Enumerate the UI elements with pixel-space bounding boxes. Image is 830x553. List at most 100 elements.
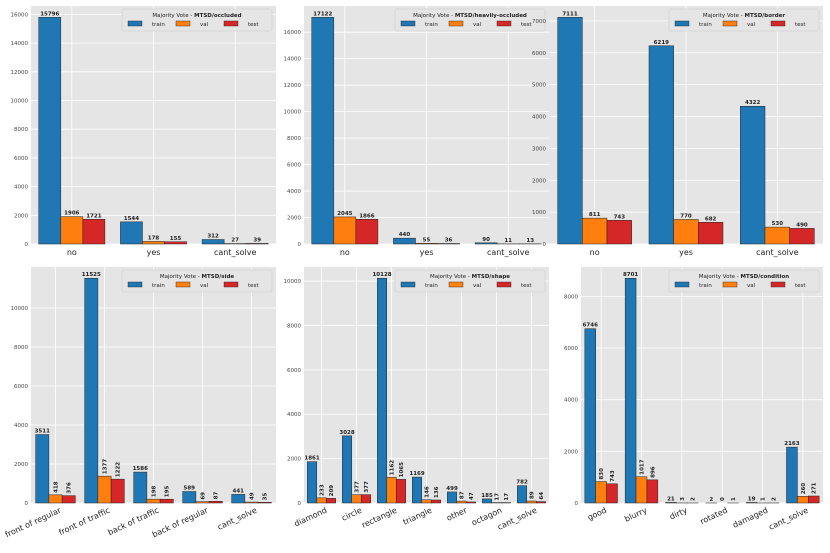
y-tick-label: 0 [25, 242, 29, 248]
bar-test [789, 228, 815, 245]
value-label: 195 [165, 486, 171, 498]
legend-label-train: train [699, 283, 712, 289]
bar-test [82, 219, 106, 245]
value-label: 178 [148, 235, 160, 241]
legend-label-train: train [152, 22, 165, 28]
bar-val [351, 494, 362, 504]
bar-val [333, 216, 357, 245]
legend-label-train: train [699, 22, 712, 28]
bar-test [395, 479, 406, 504]
value-label: 1 [761, 497, 767, 501]
legend: Majority Vote - MTSD/condition train val te… [668, 269, 820, 293]
y-tick-label: 10000 [11, 99, 29, 105]
chart-panel-1: 0 2000 4000 6000 8000 10000 12000 14000 16000 157… [11, 6, 276, 257]
legend-label-train: train [152, 283, 165, 289]
y-tick-label: 0 [298, 242, 302, 248]
legend-title-prefix: Majority Vote - [160, 274, 202, 280]
value-label: 155 [170, 236, 182, 242]
legend: Majority Vote - MTSD/heavily-occluded tra… [394, 8, 546, 32]
value-label: 2 [691, 497, 697, 501]
x-tick-label: diamond [293, 506, 329, 529]
y-tick-label: 8000 [564, 294, 578, 300]
value-label: 90 [482, 237, 490, 243]
value-label: 7111 [562, 11, 577, 17]
value-label: 377 [364, 481, 370, 493]
bar-train [84, 277, 99, 504]
legend-title-prefix: Majority Vote - [152, 13, 194, 19]
chart-title: MTSD/side [202, 274, 235, 280]
bar-test [646, 479, 659, 504]
chart-panel-5: 0 2000 4000 6000 8000 10000 1861 233 209 diamond 3… [284, 267, 549, 532]
legend-swatch-val [448, 20, 464, 27]
bar-train [786, 446, 798, 504]
legend-label-val: val [200, 283, 209, 289]
y-tick-label: 4000 [564, 398, 578, 404]
chart-title: MTSD/shape [472, 274, 511, 280]
x-tick-label: no [340, 248, 350, 257]
x-tick-label: no [590, 248, 600, 257]
value-label: 418 [54, 481, 60, 493]
bar-test [110, 478, 125, 504]
bar-test [355, 219, 379, 245]
value-label: 6746 [583, 323, 598, 329]
bar-val [146, 498, 161, 504]
value-label: 440 [399, 232, 411, 238]
x-tick-label: no [67, 248, 77, 257]
value-label: 55 [423, 237, 431, 243]
value-label: 209 [329, 485, 335, 497]
x-tick-label: triangle [402, 506, 434, 527]
value-label: 17 [495, 493, 501, 501]
bar-val [635, 476, 648, 504]
y-tick-label: 12000 [11, 70, 29, 76]
value-label: 11525 [82, 272, 101, 278]
y-tick-label: 0 [575, 501, 579, 507]
value-label: 2163 [784, 441, 799, 447]
value-label: 4322 [745, 100, 760, 106]
chart-panel-6: 0 2000 4000 6000 8000 6746 830 743 good 8701 1017 8… [564, 267, 823, 532]
legend-swatch-val [175, 281, 191, 288]
bar-test [208, 501, 223, 504]
y-tick-label: 8000 [14, 345, 28, 351]
bar-train [740, 105, 766, 245]
value-label: 1721 [86, 213, 101, 219]
bar-train [474, 242, 498, 245]
chart-panel-3: 0 1000 2000 3000 4000 5000 6000 7000 7111 811 743 n… [532, 6, 823, 257]
value-label: 2 [709, 497, 713, 503]
y-tick-label: 3000 [532, 146, 546, 152]
chart-panel-2: 0200040006000800010000120001400016000171… [284, 6, 549, 257]
bar-test [465, 501, 476, 504]
bar-train [584, 328, 596, 504]
bar-train [182, 491, 197, 504]
y-tick-label: 1000 [532, 210, 546, 216]
bar-test [61, 495, 76, 504]
value-label: 64 [539, 492, 545, 500]
value-label: 770 [680, 213, 692, 219]
value-label: 69 [201, 492, 207, 500]
value-label: 589 [184, 486, 196, 492]
value-label: 490 [796, 222, 808, 228]
legend-title: Majority Vote - MTSD/side [160, 274, 235, 280]
value-label: 49 [250, 492, 256, 500]
bar-val [526, 500, 537, 504]
bar-test [159, 498, 174, 504]
legend-title: Majority Vote - MTSD/border [703, 13, 786, 19]
value-label: 17 [504, 493, 510, 501]
bar-val [48, 494, 63, 504]
bar-train [557, 17, 583, 245]
x-tick-label: blurry [623, 506, 648, 524]
value-label: 2045 [337, 211, 352, 217]
bar-val [582, 217, 608, 245]
value-label: 1586 [133, 466, 148, 472]
y-tick-label: 4000 [14, 185, 28, 191]
bar-val [456, 500, 467, 504]
value-label: 811 [589, 212, 601, 218]
bar-test [698, 222, 724, 245]
bar-test [325, 498, 336, 504]
legend-title: Majority Vote - MTSD/occluded [152, 13, 241, 19]
x-tick-label: dirty [668, 506, 689, 522]
y-tick-label: 10000 [284, 110, 302, 116]
legend-label-test: test [248, 283, 259, 289]
value-label: 11 [504, 238, 512, 244]
value-label: 10128 [372, 272, 391, 278]
value-label: 271 [812, 482, 818, 494]
